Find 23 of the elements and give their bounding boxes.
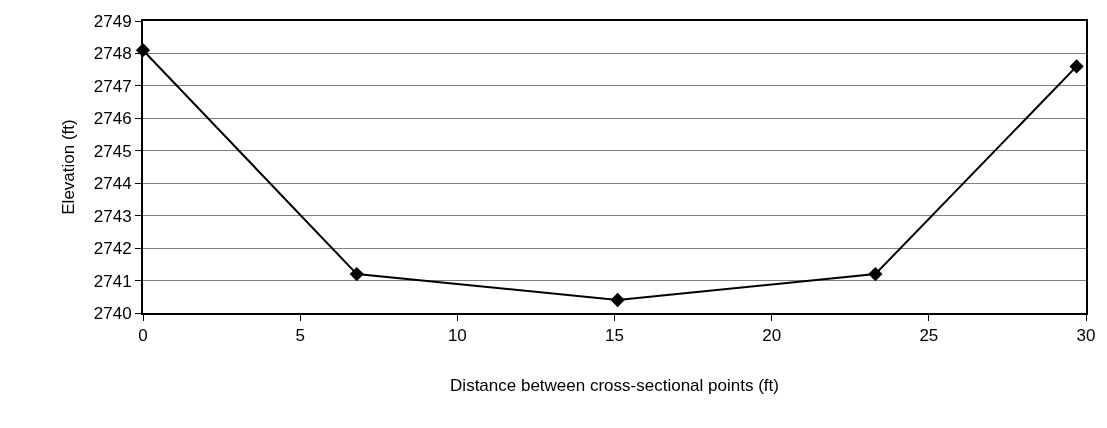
- x-axis-title: Distance between cross-sectional points (ft): [450, 376, 779, 396]
- y-tick-label: 2745: [93, 141, 132, 161]
- y-tick-label: 2749: [93, 11, 132, 31]
- x-tick-label: 20: [762, 326, 782, 346]
- point: [610, 292, 625, 308]
- y-tick-label: 2743: [93, 206, 132, 226]
- y-tick-label: 2741: [93, 271, 132, 291]
- x-tick-label: 0: [138, 326, 148, 346]
- y-tick-label: 2748: [93, 44, 132, 64]
- y-tick-label: 2747: [93, 76, 132, 96]
- x-tick-label: 30: [1076, 326, 1096, 346]
- y-tick-label: 2740: [93, 303, 132, 323]
- point: [868, 266, 883, 282]
- y-tick-label: 2742: [93, 239, 132, 259]
- x-tick-label: 5: [295, 326, 305, 346]
- y-tick-label: 2744: [93, 174, 132, 194]
- point: [349, 266, 364, 282]
- x-tick-label: 25: [919, 326, 939, 346]
- y-tick-label: 2746: [93, 109, 132, 129]
- x-tick-label: 10: [447, 326, 467, 346]
- y-axis-title: Elevation (ft): [58, 119, 78, 215]
- x-tick-label: 15: [605, 326, 624, 346]
- point: [1069, 59, 1084, 74]
